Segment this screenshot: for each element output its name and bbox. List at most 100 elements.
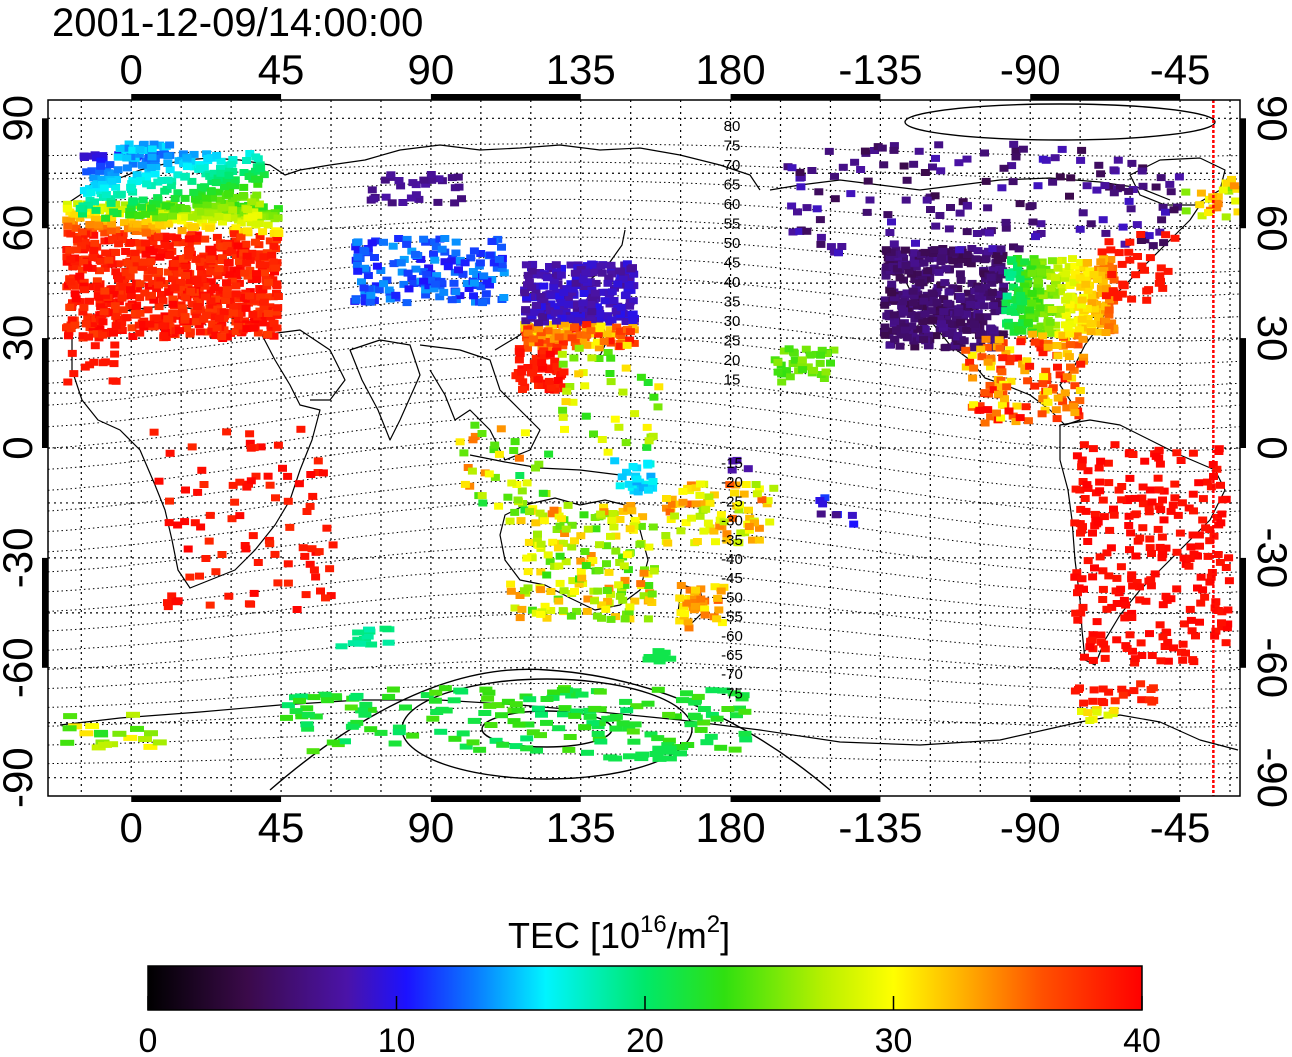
tec-patch — [402, 240, 412, 248]
tec-patch — [477, 430, 487, 437]
tec-patch — [197, 275, 207, 283]
tec-patch — [251, 175, 261, 183]
tec-patch — [499, 294, 509, 301]
tec-patch — [999, 164, 1009, 172]
tec-patch — [168, 212, 177, 220]
tec-patch — [497, 243, 506, 251]
contour-label: -25 — [721, 493, 743, 510]
tec-patch — [99, 184, 109, 192]
tec-patch — [597, 269, 607, 277]
tec-patch — [515, 350, 525, 357]
tec-patch — [1102, 605, 1112, 613]
tec-patch — [478, 499, 488, 507]
frame-bar-top — [131, 94, 282, 100]
tec-patch — [969, 321, 979, 328]
tec-patch — [168, 309, 178, 317]
tec-patch — [511, 372, 521, 380]
tec-patch — [244, 600, 254, 608]
tec-patch — [151, 200, 161, 208]
tec-patch — [392, 729, 406, 736]
tec-patch — [509, 701, 523, 708]
tec-patch — [989, 386, 999, 394]
tec-patch — [1083, 287, 1093, 295]
tec-patch — [1063, 325, 1073, 332]
tec-patch — [1135, 583, 1144, 591]
tec-patch — [85, 185, 94, 193]
tec-patch — [625, 328, 635, 336]
tec-patch — [144, 730, 158, 737]
tec-patch — [1115, 184, 1125, 192]
tec-patch — [263, 278, 273, 286]
tec-patch — [1062, 373, 1072, 381]
tec-patch — [511, 707, 525, 714]
tec-patch — [880, 331, 890, 339]
tec-patch — [622, 341, 632, 349]
tec-patch — [928, 316, 938, 324]
tec-patch — [641, 700, 655, 707]
tec-patch — [1158, 633, 1168, 641]
tec-patch — [557, 711, 570, 718]
right-ticks-6: -90 — [1249, 747, 1292, 808]
tec-patch — [1128, 647, 1137, 655]
tec-patch — [172, 239, 182, 247]
tec-patch — [85, 211, 95, 219]
tec-patch — [258, 286, 268, 294]
tec-patch — [1117, 685, 1127, 693]
tec-patch — [178, 239, 188, 247]
tec-patch — [1096, 457, 1106, 465]
tec-patch — [558, 338, 568, 346]
tec-patch — [240, 269, 250, 277]
tec-patch — [569, 324, 579, 332]
tec-patch — [554, 562, 564, 570]
tec-patch — [520, 745, 534, 752]
tec-patch — [524, 538, 534, 546]
tec-patch — [533, 530, 542, 538]
tec-patch — [419, 235, 429, 243]
tec-patch — [309, 713, 323, 720]
tec-patch — [353, 238, 363, 246]
tec-patch — [593, 330, 603, 338]
tec-patch — [1052, 342, 1062, 349]
tec-patch — [131, 228, 141, 235]
contour-label: -65 — [721, 647, 743, 664]
tec-patch — [360, 290, 370, 298]
tec-patch — [658, 649, 671, 656]
tec-patch — [1016, 297, 1026, 305]
tec-patch — [739, 736, 753, 743]
tec-patch — [612, 323, 622, 331]
tec-patch — [633, 488, 643, 496]
tec-patch — [283, 560, 293, 568]
tec-patch — [597, 601, 607, 609]
tec-patch — [1079, 441, 1089, 449]
tec-patch — [1127, 295, 1137, 303]
tec-patch — [476, 250, 486, 257]
tec-patch — [733, 539, 743, 547]
tec-patch — [1198, 495, 1208, 503]
tec-patch — [953, 332, 963, 339]
tec-patch — [690, 602, 700, 610]
tec-patch — [583, 595, 593, 603]
tec-patch — [528, 335, 538, 343]
tec-patch — [696, 595, 706, 603]
tec-patch — [240, 245, 250, 253]
tec-patch — [80, 363, 90, 371]
tec-patch — [551, 347, 561, 355]
tec-patch — [468, 436, 478, 444]
tec-patch — [962, 155, 972, 163]
tec-patch — [426, 276, 436, 284]
tec-patch — [244, 173, 254, 180]
tec-patch — [955, 209, 965, 217]
tec-patch — [1127, 614, 1137, 621]
tec-patch — [904, 267, 914, 275]
tec-patch — [507, 718, 521, 725]
tec-patch — [1156, 264, 1166, 272]
tec-patch — [202, 200, 212, 208]
tec-patch — [82, 168, 92, 176]
tec-patch — [141, 173, 151, 181]
tec-patch — [576, 311, 586, 318]
tec-patch — [959, 337, 969, 345]
tec-patch — [694, 726, 708, 733]
tec-patch — [754, 524, 764, 532]
tec-patch — [814, 188, 824, 196]
tec-patch — [994, 336, 1004, 344]
